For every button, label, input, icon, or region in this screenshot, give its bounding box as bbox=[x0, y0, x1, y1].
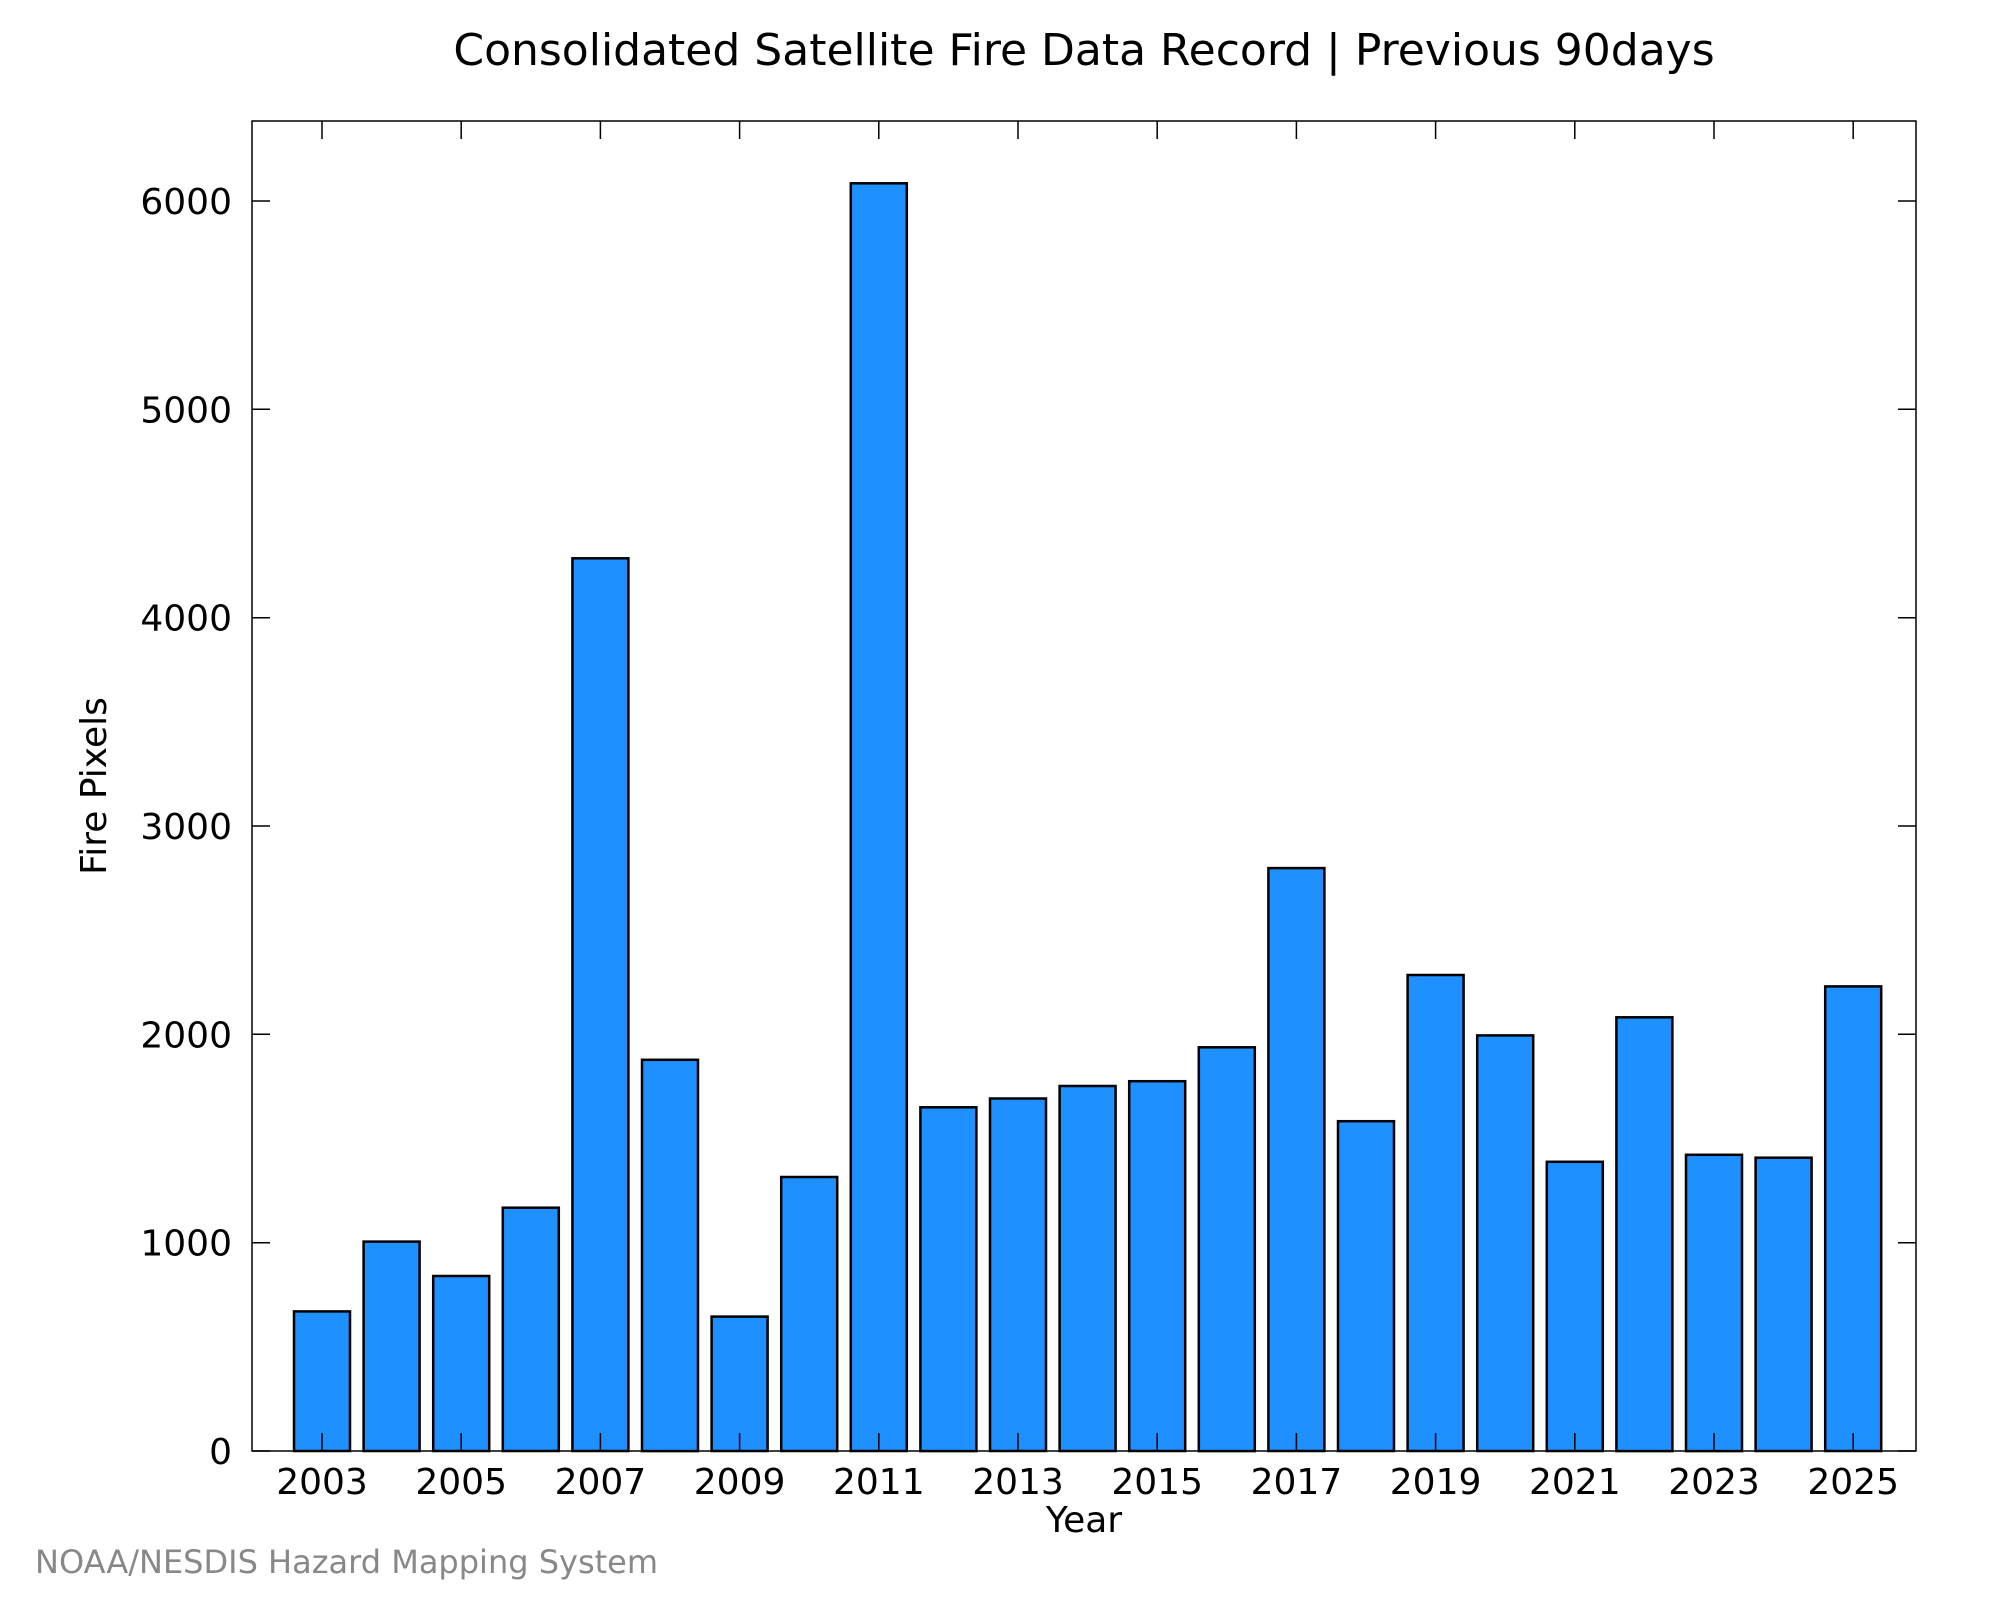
bars-layer bbox=[292, 182, 1883, 1453]
bar-2013 bbox=[988, 1097, 1048, 1453]
bar-2025 bbox=[1823, 985, 1883, 1453]
x-tick-label-2015: 2015 bbox=[1111, 1462, 1203, 1503]
y-tick-label-6000: 6000 bbox=[140, 182, 232, 223]
x-tick-label-2021: 2021 bbox=[1529, 1462, 1621, 1503]
bar-2016 bbox=[1197, 1046, 1257, 1453]
bar-2008 bbox=[640, 1058, 700, 1453]
x-tick-label-2023: 2023 bbox=[1668, 1462, 1760, 1503]
bar-2005 bbox=[431, 1274, 491, 1453]
bar-2010 bbox=[779, 1175, 839, 1453]
x-tick-label-2007: 2007 bbox=[555, 1462, 647, 1503]
x-tick-label-2011: 2011 bbox=[833, 1462, 925, 1503]
y-axis-label: Fire Pixels bbox=[74, 697, 115, 875]
bar-2007 bbox=[571, 557, 630, 1453]
bar-2003 bbox=[292, 1310, 352, 1453]
bar-2015 bbox=[1127, 1079, 1187, 1453]
bar-2021 bbox=[1545, 1160, 1605, 1453]
x-axis-label: Year bbox=[1045, 1500, 1122, 1541]
x-tick-label-2003: 2003 bbox=[276, 1462, 368, 1503]
x-tick-label-2013: 2013 bbox=[972, 1462, 1064, 1503]
bar-2022 bbox=[1615, 1016, 1674, 1453]
chart-title: Consolidated Satellite Fire Data Record … bbox=[453, 25, 1714, 76]
y-tick-label-3000: 3000 bbox=[140, 807, 232, 848]
x-tick-label-2009: 2009 bbox=[694, 1462, 786, 1503]
y-tick-label-4000: 4000 bbox=[140, 599, 232, 640]
y-tick-label-0: 0 bbox=[209, 1432, 232, 1473]
bar-2012 bbox=[919, 1106, 978, 1453]
x-tick-label-2019: 2019 bbox=[1390, 1462, 1482, 1503]
y-tick-label-2000: 2000 bbox=[140, 1015, 232, 1056]
bar-2018 bbox=[1336, 1119, 1396, 1453]
bar-2009 bbox=[710, 1315, 769, 1453]
x-tick-label-2005: 2005 bbox=[415, 1462, 507, 1503]
bar-2006 bbox=[501, 1206, 561, 1453]
bar-2014 bbox=[1058, 1084, 1117, 1453]
bar-2004 bbox=[362, 1240, 421, 1453]
y-tick-label-1000: 1000 bbox=[140, 1224, 232, 1265]
x-axis-ticks: 2003 2005 2007 2009 2011 2013 2015 2017 2019 2021… bbox=[276, 121, 1899, 1503]
source-credit: NOAA/NESDIS Hazard Mapping System bbox=[35, 1543, 658, 1581]
bar-2024 bbox=[1754, 1156, 1813, 1453]
x-tick-label-2025: 2025 bbox=[1807, 1462, 1899, 1503]
y-tick-label-5000: 5000 bbox=[140, 390, 232, 431]
x-tick-label-2017: 2017 bbox=[1251, 1462, 1343, 1503]
bar-2017 bbox=[1267, 866, 1326, 1453]
bar-2020 bbox=[1475, 1034, 1535, 1453]
bar-2011 bbox=[849, 182, 909, 1453]
y-axis-ticks: 0 1000 2000 3000 4000 5000 6000 bbox=[140, 182, 1916, 1473]
bar-2023 bbox=[1684, 1153, 1744, 1453]
bar-2019 bbox=[1406, 973, 1465, 1453]
